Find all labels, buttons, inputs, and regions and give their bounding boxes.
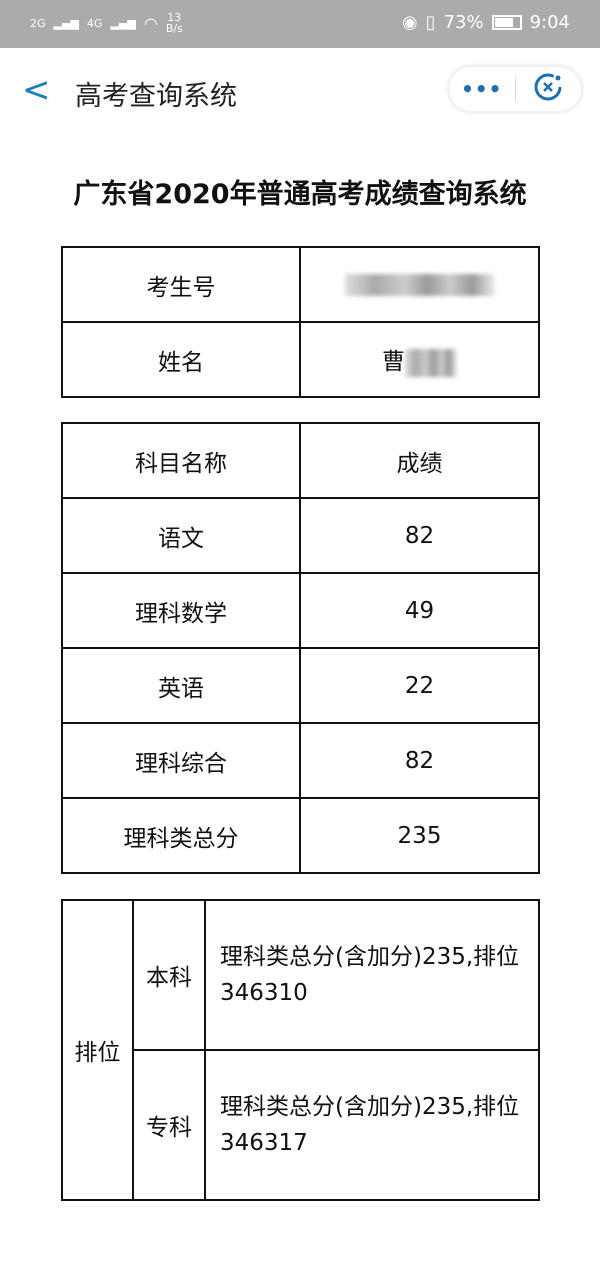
table-row: 理科类总分 235 (61, 797, 540, 874)
net-unit: B/s (165, 22, 183, 35)
redacted-name (405, 348, 457, 377)
table-header-row: 科目名称 成绩 (61, 422, 540, 499)
close-icon (534, 73, 562, 101)
signal-4g-icon: 4G (86, 16, 103, 30)
divider (514, 76, 516, 102)
mini-program-capsule: ••• (448, 66, 582, 112)
ranking-table: 排位 本科 理科类总分(含加分)235,排位346310 专科 理科类总分(含加分)2… (61, 899, 540, 1201)
battery-icon (491, 15, 522, 30)
ranking-label: 排位 (61, 899, 134, 1201)
subject-cell: 理科数学 (61, 572, 301, 649)
wifi-icon: ◠ (143, 13, 158, 33)
page-title: 广东省2020年普通高考成绩查询系统 (73, 179, 527, 210)
subject-cell: 语文 (61, 497, 301, 574)
rank-type: 本科 (132, 899, 206, 1051)
header-title: 高考查询系统 (75, 81, 237, 112)
table-row: 考生号 (61, 246, 540, 323)
clock: 9:04 (529, 12, 570, 33)
name-label: 姓名 (61, 321, 301, 398)
table-row: 排位 本科 理科类总分(含加分)235,排位346310 (61, 899, 540, 1201)
score-cell: 82 (299, 497, 540, 574)
name-value: 曹 (299, 321, 540, 398)
id-value (299, 246, 540, 323)
close-button[interactable] (516, 71, 582, 107)
header-subject: 科目名称 (61, 422, 301, 499)
app-header: < 高考查询系统 ••• (0, 48, 600, 132)
table-row: 理科综合 82 (61, 722, 540, 799)
score-cell: 82 (299, 722, 540, 799)
table-row: 语文 82 (61, 497, 540, 574)
header-score: 成绩 (299, 422, 540, 499)
eye-icon: ◉ (401, 12, 418, 33)
score-cell: 235 (299, 797, 540, 874)
net-speed: 13 (167, 11, 182, 24)
name-visible: 曹 (382, 349, 405, 376)
scores-table: 科目名称 成绩 语文 82 理科数学 49 英语 22 理科综合 82 理科类总分 235 (61, 422, 540, 874)
status-bar: 2G ▂▄▆ 4G ▂▄▆ ◠ 13 B/s ◉ ▯ 73% 9:04 (0, 0, 600, 48)
table-row: 专科 理科类总分(含加分)235,排位346317 (62, 1049, 540, 1201)
more-button[interactable]: ••• (461, 77, 503, 101)
back-button[interactable]: < (22, 70, 51, 110)
table-row: 姓名 曹 (61, 321, 540, 398)
subject-cell: 理科类总分 (61, 797, 301, 874)
battery-percent: 73% (443, 12, 484, 33)
table-row: 英语 22 (61, 647, 540, 724)
score-cell: 22 (299, 647, 540, 724)
vibrate-icon: ▯ (425, 12, 436, 33)
rank-text: 理科类总分(含加分)235,排位346310 (204, 899, 540, 1051)
id-label: 考生号 (61, 246, 301, 323)
student-info-table: 考生号 姓名 曹 (61, 246, 540, 398)
rank-text: 理科类总分(含加分)235,排位346317 (204, 1049, 540, 1201)
score-cell: 49 (299, 572, 540, 649)
subject-cell: 英语 (61, 647, 301, 724)
rank-type: 专科 (132, 1049, 206, 1201)
subject-cell: 理科综合 (61, 722, 301, 799)
signal-2g-icon: 2G (30, 16, 46, 30)
redacted-id (344, 274, 495, 296)
table-row: 理科数学 49 (61, 572, 540, 649)
